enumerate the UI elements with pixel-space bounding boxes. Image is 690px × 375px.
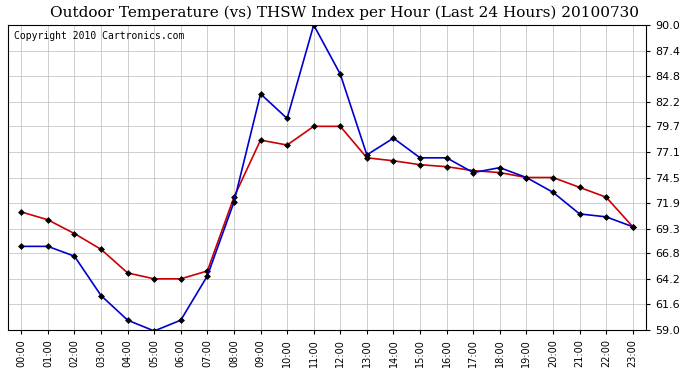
Text: Outdoor Temperature (vs) THSW Index per Hour (Last 24 Hours) 20100730: Outdoor Temperature (vs) THSW Index per …	[50, 5, 640, 20]
Text: Copyright 2010 Cartronics.com: Copyright 2010 Cartronics.com	[14, 31, 185, 41]
